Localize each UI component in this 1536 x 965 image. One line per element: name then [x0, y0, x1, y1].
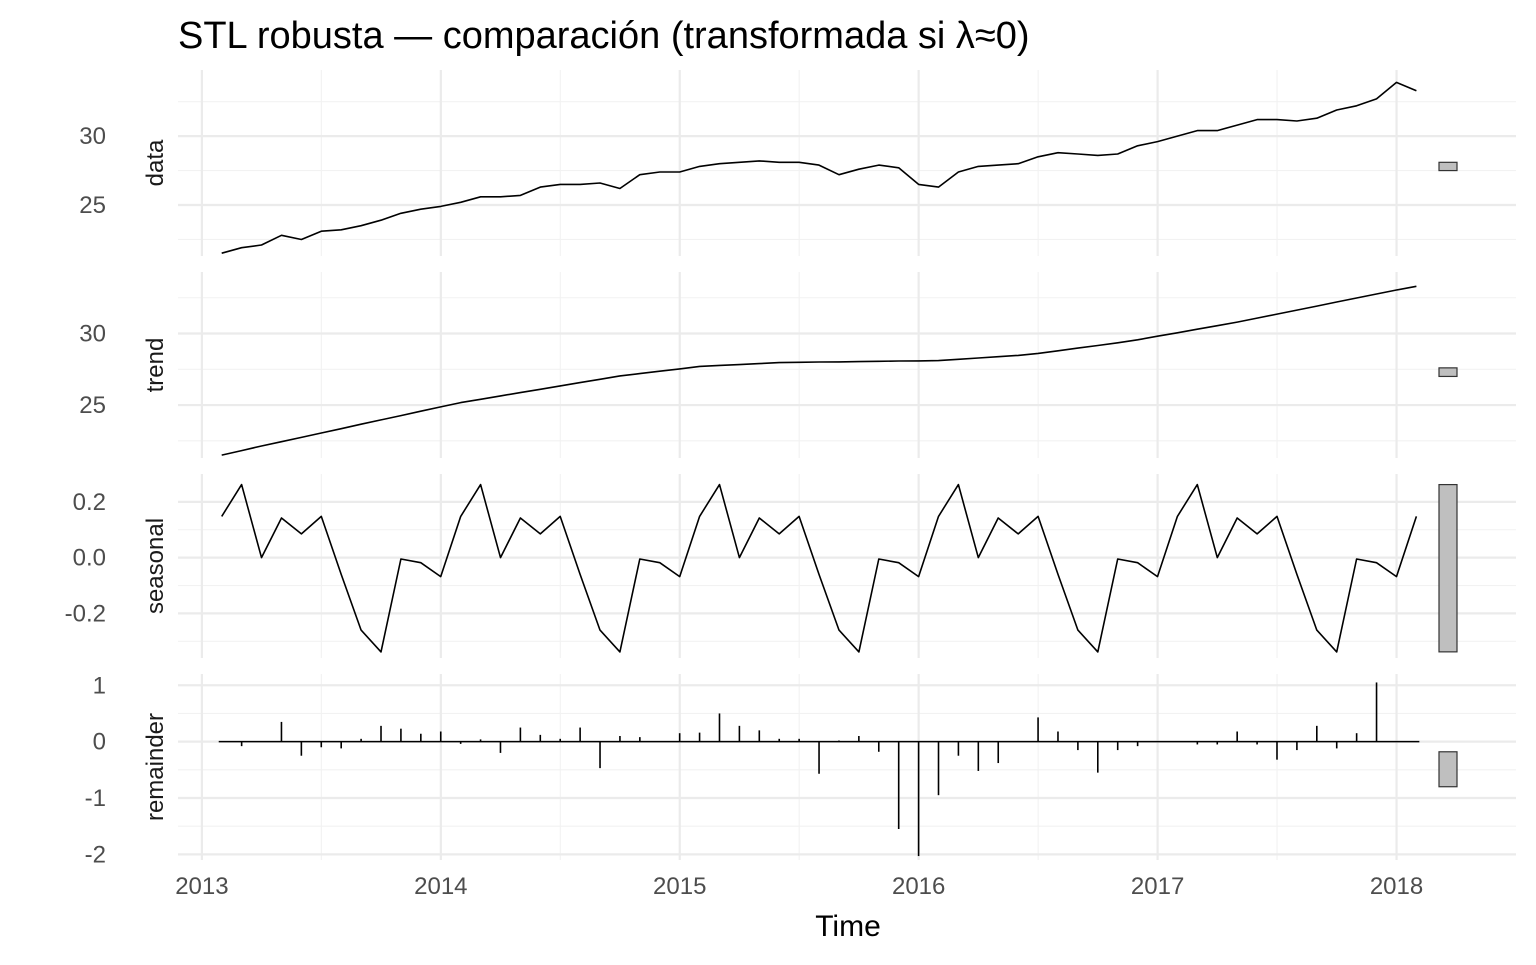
y-tick-label: -1 [85, 785, 106, 812]
x-axis-title: Time [815, 910, 881, 943]
series-line-data [221, 81, 1417, 254]
strip-label-seasonal: seasonal [142, 518, 169, 614]
y-tick-label: 1 [93, 672, 106, 699]
series-line-trend [221, 285, 1417, 456]
y-tick-label: 0.0 [73, 545, 106, 572]
x-tick-label: 2017 [1131, 873, 1184, 900]
range-bar-seasonal [1438, 483, 1458, 653]
x-axis-ticks: 2013 2014 2015 2016 2017 2018 [175, 873, 1423, 900]
chart-title: STL robusta — comparación (transformada … [178, 15, 1030, 57]
panel-remainder: -2 -1 0 1 remainder [85, 672, 1516, 868]
y-tick-label: -0.2 [65, 600, 106, 627]
series-line-seasonal [221, 483, 1418, 653]
y-tick-label: 25 [79, 392, 106, 419]
panel-seasonal: -0.2 0.0 0.2 seasonal [65, 474, 1516, 658]
range-bar-remainder [1438, 751, 1458, 788]
x-tick-label: 2013 [175, 873, 228, 900]
range-bar-data [1438, 161, 1458, 172]
y-tick-label: -2 [85, 841, 106, 868]
strip-label-remainder: remainder [142, 713, 169, 821]
strip-label-trend: trend [142, 338, 169, 393]
x-tick-label: 2016 [892, 873, 945, 900]
x-tick-label: 2015 [653, 873, 706, 900]
y-tick-label: 0.2 [73, 489, 106, 516]
panels: 25 30 data 25 30 trend -0.2 0.0 0.2 seasonal -2 -1 0… [65, 70, 1516, 868]
panel-data: 25 30 data [79, 70, 1516, 256]
y-tick-label: 0 [93, 729, 106, 756]
y-tick-label: 25 [79, 192, 106, 219]
range-bar-trend [1438, 367, 1458, 378]
y-tick-label: 30 [79, 321, 106, 348]
panel-trend: 25 30 trend [79, 272, 1516, 458]
x-tick-label: 2018 [1370, 873, 1423, 900]
strip-label-data: data [142, 139, 169, 186]
y-tick-label: 30 [79, 123, 106, 150]
x-tick-label: 2014 [414, 873, 467, 900]
